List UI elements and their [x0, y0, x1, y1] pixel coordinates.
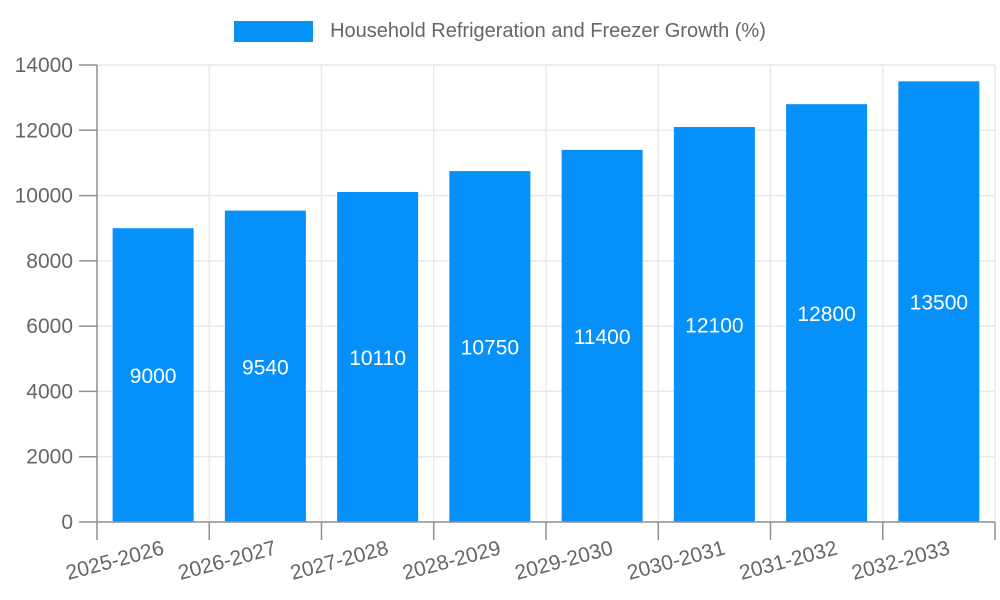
- bar: [561, 149, 643, 522]
- y-tick-label: 4000: [26, 380, 73, 403]
- x-tick-label: 2030-2031: [625, 537, 728, 585]
- bar-value-label: 10110: [349, 347, 406, 370]
- legend-swatch: [234, 21, 314, 42]
- y-tick-label: 2000: [26, 446, 73, 469]
- bar-value-label: 9000: [130, 365, 177, 388]
- y-tick-label: 10000: [15, 185, 73, 208]
- bar: [224, 210, 306, 522]
- legend-label: Household Refrigeration and Freezer Grow…: [330, 20, 766, 42]
- bar-value-label: 11400: [574, 326, 631, 349]
- bar-value-label: 13500: [910, 292, 968, 315]
- bar: [449, 171, 531, 522]
- bar: [673, 127, 755, 523]
- bar-value-label: 12100: [685, 315, 743, 338]
- x-tick-label: 2028-2029: [400, 537, 503, 585]
- bar-value-label: 12800: [797, 303, 855, 326]
- y-tick-label: 14000: [15, 54, 73, 77]
- y-tick-label: 0: [61, 511, 73, 534]
- y-tick-label: 12000: [15, 119, 73, 142]
- bar: [898, 81, 980, 523]
- bar: [337, 191, 419, 522]
- bar-value-label: 9540: [242, 356, 289, 379]
- x-tick-label: 2031-2032: [737, 537, 840, 585]
- chart-legend: Household Refrigeration and Freezer Grow…: [0, 20, 1000, 43]
- x-tick-label: 2026-2027: [176, 537, 279, 585]
- bar: [112, 228, 194, 522]
- bar: [786, 104, 868, 523]
- x-tick-label: 2025-2026: [63, 537, 166, 585]
- bar-value-label: 10750: [461, 337, 519, 360]
- y-tick-label: 8000: [26, 250, 73, 273]
- x-tick-label: 2029-2030: [512, 537, 615, 585]
- x-tick-label: 2032-2033: [849, 537, 952, 585]
- x-tick-label: 2027-2028: [288, 537, 391, 585]
- y-tick-label: 6000: [26, 315, 73, 338]
